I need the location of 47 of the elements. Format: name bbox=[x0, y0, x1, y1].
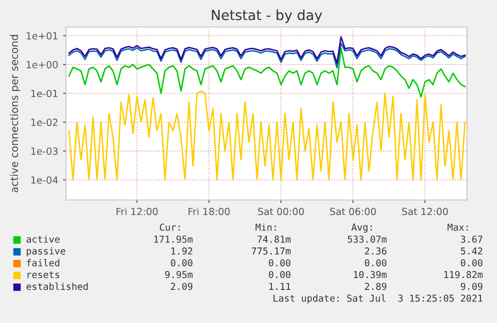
text: 0.00 bbox=[268, 271, 290, 278]
y-tick-label: 1e-03 bbox=[31, 147, 58, 155]
y-tick-label: 1e-04 bbox=[31, 176, 58, 184]
text: 533.07m bbox=[348, 236, 387, 243]
text: 9.09 bbox=[460, 282, 482, 290]
text: Last update: Sat Jul 3 15:25:05 2021 bbox=[274, 294, 482, 304]
legend-label: established bbox=[26, 282, 88, 290]
text: 775.17m bbox=[252, 248, 291, 255]
line-series bbox=[68, 90, 466, 181]
text: Max: bbox=[448, 224, 468, 231]
y-axis-title: active connections per second bbox=[10, 35, 20, 192]
text: 0.00 bbox=[170, 259, 192, 266]
legend-label: active bbox=[26, 235, 60, 243]
y-tick-label: 1e-02 bbox=[31, 118, 58, 126]
legend-label: failed bbox=[26, 259, 60, 266]
text: 171.95m bbox=[154, 236, 193, 243]
x-tick-label: Fri 18:00 bbox=[188, 208, 230, 216]
text: 9.95m bbox=[165, 271, 193, 278]
legend-label: passive bbox=[26, 247, 66, 256]
chart-title: Netstat - by day bbox=[212, 10, 322, 23]
text: 5.42 bbox=[460, 247, 482, 255]
legend-label: resets bbox=[28, 271, 60, 278]
y-tick-label: 1e-01 bbox=[31, 90, 58, 98]
text: 0.00 bbox=[460, 259, 482, 266]
line-series bbox=[68, 42, 466, 68]
text: 119.82m bbox=[444, 271, 483, 278]
x-tick-label: Sat 12:00 bbox=[402, 208, 448, 216]
text: 1.11 bbox=[269, 282, 290, 290]
line-series bbox=[68, 48, 466, 98]
text: Min: bbox=[256, 223, 276, 231]
text: 2.09 bbox=[170, 282, 192, 290]
text: 10.39m bbox=[354, 271, 387, 278]
x-tick-label: Sat 06:00 bbox=[330, 208, 376, 216]
text: 2.89 bbox=[364, 282, 386, 290]
text: Avg: bbox=[351, 224, 372, 233]
x-tick-label: Sat 00:00 bbox=[258, 208, 304, 216]
text: 74.81m bbox=[258, 236, 291, 243]
text: 0.00 bbox=[268, 259, 290, 266]
x-tick-label: Fri 12:00 bbox=[116, 208, 158, 216]
text: 0.00 bbox=[364, 259, 386, 266]
text: 3.67 bbox=[460, 236, 482, 243]
line-series bbox=[68, 36, 466, 64]
text: Cur: bbox=[160, 224, 180, 231]
y-tick-label: 1e+01 bbox=[26, 32, 58, 40]
text: 2.36 bbox=[364, 247, 386, 255]
text: 1.92 bbox=[171, 247, 192, 255]
y-tick-label: 1e+00 bbox=[26, 60, 58, 68]
